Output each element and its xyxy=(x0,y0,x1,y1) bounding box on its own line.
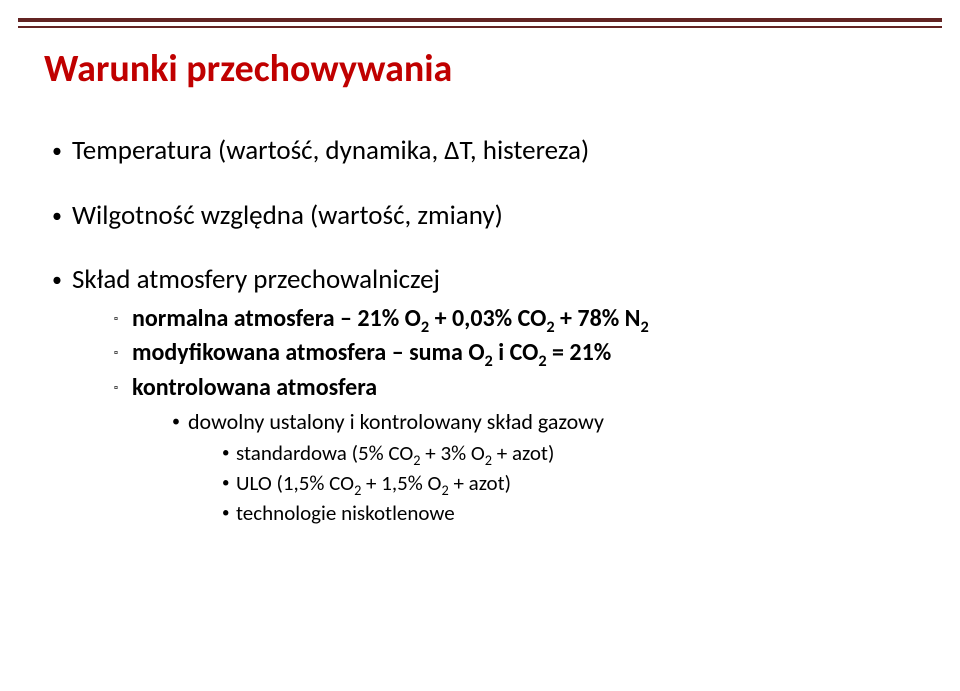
slide-content: • Temperatura (wartość, dynamika, ΔT, hi… xyxy=(44,134,916,527)
text-part: + 78% N xyxy=(555,304,641,333)
subscript: 2 xyxy=(413,451,420,469)
bullet-dot-icon: • xyxy=(222,470,236,497)
bullet-dot-icon: • xyxy=(52,263,72,298)
text-part: = 21% xyxy=(547,338,612,367)
bullet-dot-icon: • xyxy=(222,500,236,527)
text-part: normalna atmosfera – 21% O xyxy=(132,304,421,333)
bullet-square-icon: ▫ xyxy=(114,373,132,404)
bullet-lvl2: ▫ normalna atmosfera – 21% O2 + 0,03% CO… xyxy=(114,304,916,335)
text-part: ULO (1,5% CO xyxy=(236,470,354,496)
text-part: + 0,03% CO xyxy=(429,304,546,333)
text-part: + azot) xyxy=(492,440,554,466)
text-part: + 3% O xyxy=(421,440,485,466)
subscript: 2 xyxy=(538,351,546,371)
subscript: 2 xyxy=(640,316,648,336)
bullet-dot-icon: • xyxy=(52,199,72,234)
bullet-lvl2: ▫ kontrolowana atmosfera xyxy=(114,373,916,404)
bullet-lvl1: • Skład atmosfery przechowalniczej xyxy=(52,263,916,298)
bullet-text: technologie niskotlenowe xyxy=(236,500,455,527)
bullet-dot-icon: • xyxy=(52,134,72,169)
bullet-square-icon: ▫ xyxy=(114,304,132,335)
bullet-lvl1: • Wilgotność względna (wartość, zmiany) xyxy=(52,199,916,234)
text-part: modyfikowana atmosfera – suma O xyxy=(132,338,485,367)
bullet-lvl4: • technologie niskotlenowe xyxy=(222,500,916,527)
bullet-text: normalna atmosfera – 21% O2 + 0,03% CO2 … xyxy=(132,304,649,335)
slide-title: Warunki przechowywania xyxy=(44,46,916,92)
slide: Warunki przechowywania • Temperatura (wa… xyxy=(0,0,960,691)
bullet-lvl4: • ULO (1,5% CO2 + 1,5% O2 + azot) xyxy=(222,470,916,497)
subscript: 2 xyxy=(485,451,492,469)
bullet-text: modyfikowana atmosfera – suma O2 i CO2 =… xyxy=(132,338,611,369)
bullet-square-icon: ▫ xyxy=(114,338,132,369)
bullet-text: Temperatura (wartość, dynamika, ΔT, hist… xyxy=(72,134,589,169)
text-part: + 1,5% O xyxy=(361,470,441,496)
subscript: 2 xyxy=(421,316,429,336)
bullet-lvl3: • dowolny ustalony i kontrolowany skład … xyxy=(172,408,916,436)
bullet-text: dowolny ustalony i kontrolowany skład ga… xyxy=(188,408,604,436)
text-part: + azot) xyxy=(449,470,511,496)
subscript: 2 xyxy=(485,351,493,371)
subscript: 2 xyxy=(441,481,448,499)
bullet-lvl4: • standardowa (5% CO2 + 3% O2 + azot) xyxy=(222,440,916,467)
bullet-text: Skład atmosfery przechowalniczej xyxy=(72,263,440,298)
rule-bottom xyxy=(18,26,942,28)
rule-top xyxy=(18,18,942,22)
bullet-text: Wilgotność względna (wartość, zmiany) xyxy=(72,199,503,234)
text-part: standardowa (5% CO xyxy=(236,440,413,466)
bullet-text: standardowa (5% CO2 + 3% O2 + azot) xyxy=(236,440,554,467)
bullet-dot-icon: • xyxy=(222,440,236,467)
bullet-text: kontrolowana atmosfera xyxy=(132,373,377,404)
bullet-dot-icon: • xyxy=(172,408,188,436)
bullet-text: ULO (1,5% CO2 + 1,5% O2 + azot) xyxy=(236,470,511,497)
bullet-lvl1: • Temperatura (wartość, dynamika, ΔT, hi… xyxy=(52,134,916,169)
subscript: 2 xyxy=(546,316,554,336)
bullet-lvl2: ▫ modyfikowana atmosfera – suma O2 i CO2… xyxy=(114,338,916,369)
text-part: i CO xyxy=(493,338,539,367)
